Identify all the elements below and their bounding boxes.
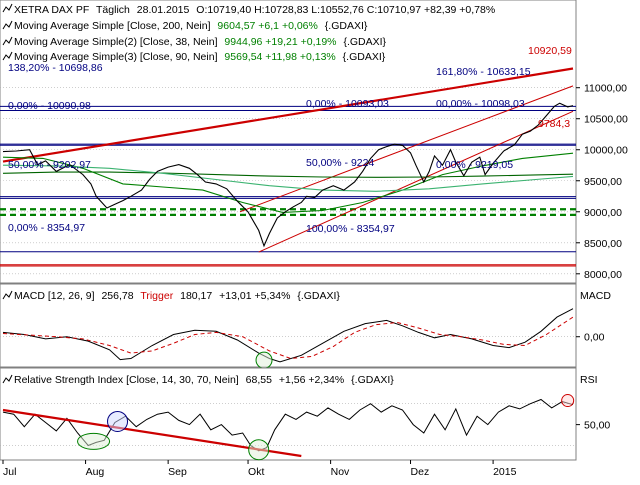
macd-suffix: {.GDAXI} <box>297 290 340 302</box>
rsi-title: Relative Strength Index [Close, 14, 30, … <box>14 374 239 386</box>
x-axis: Jul Aug Sep Okt Nov Dez 2015 <box>2 460 517 478</box>
rsi-header: Relative Strength Index [Close, 14, 30, … <box>2 374 598 386</box>
header-interval: Täglich <box>96 4 130 16</box>
fib-annotation: 0,00% - 10090,98 <box>8 100 91 112</box>
rsi-yaxis: 50,00 <box>576 420 610 432</box>
price-levels <box>0 67 576 267</box>
macd-change: +13,01 +5,34% <box>219 290 290 302</box>
x-tick-label: Dez <box>411 466 430 478</box>
svg-text:MACD [12, 26, 9] 256,7: MACD [12, 26, 9] 256,78 Trigger 180,17 +… <box>14 290 340 302</box>
macd-axis-label: MACD <box>580 290 611 302</box>
rsi-highlight-circle <box>107 410 129 432</box>
price-panel: 138,20% - 10698,86 161,80% - 10633,15 1092… <box>0 0 628 284</box>
rsi-suffix: {.GDAXI} <box>351 374 394 386</box>
macd-tick-label: 0,00 <box>584 332 605 344</box>
trend-glyph-icon <box>2 3 13 13</box>
fib-annotation: 0,00% - 10093,03 <box>306 98 389 110</box>
x-tick-label: 2015 <box>493 466 517 478</box>
price-line <box>2 102 574 248</box>
macd-title: MACD [12, 26, 9] <box>14 290 95 302</box>
macd-line <box>2 308 574 363</box>
channel-line <box>258 110 574 253</box>
x-tick-label: Aug <box>86 466 105 478</box>
trendline <box>2 67 574 163</box>
rsi-highlight-circle <box>561 394 575 408</box>
fib-annotation: 50,00% - 9202,97 <box>8 159 91 171</box>
ma38-line <box>2 152 574 213</box>
svg-text:Relative Strength Index [Close: Relative Strength Index [Close, 14, 30, … <box>14 374 394 386</box>
svg-text:Moving Average Simple(3) [Clos: Moving Average Simple(3) [Close, 90, Nei… <box>14 51 386 63</box>
macd-highlight-circle <box>255 351 273 369</box>
header-symbol: XETRA DAX PF <box>14 4 89 16</box>
legend-ma90-suffix: {.GDAXI} <box>343 51 386 63</box>
price-annotations: 138,20% - 10698,86 161,80% - 10633,15 1092… <box>8 45 572 235</box>
macd-trigger-line <box>2 316 574 360</box>
legend-ma38-label: Moving Average Simple(2) [Close, 38, Nei… <box>14 36 218 48</box>
x-tick-label: Okt <box>248 466 264 478</box>
rsi-highlight-circle <box>248 439 270 461</box>
fib-annotation: 10920,59 <box>528 45 572 57</box>
fib-annotation: 00,00% - 10098,03 <box>436 98 525 110</box>
rsi-axis-label: RSI <box>580 374 598 386</box>
price-tick-label: 9500,00 <box>584 176 622 188</box>
x-tick-label: Sep <box>168 466 187 478</box>
fib-annotation: 0,00% - 9219,05 <box>436 159 513 171</box>
x-tick-label: Nov <box>331 466 350 478</box>
macd-header: MACD [12, 26, 9] 256,78 Trigger 180,17 +… <box>2 290 611 302</box>
x-tick-label: Jul <box>3 466 16 478</box>
macd-panel: 0,00 <box>0 283 605 369</box>
fib-annotation: 138,20% - 10698,86 <box>8 62 103 74</box>
trend-glyph-icon <box>2 290 13 300</box>
rsi-tick-label: 50,00 <box>584 420 610 432</box>
header-date: 28.01.2015 <box>137 4 190 16</box>
price-series <box>2 102 574 248</box>
ma200-line <box>2 171 574 178</box>
price-tick-label: 10000,00 <box>584 145 628 157</box>
macd-yaxis: 0,00 <box>576 332 605 344</box>
legend-ma90-label: Moving Average Simple(3) [Close, 90, Nei… <box>14 51 218 63</box>
macd-trigger-value: 180,17 <box>180 290 212 302</box>
macd-series <box>2 308 574 369</box>
fib-annotation: 100,00% - 8354,97 <box>306 223 395 235</box>
legend-ma38-value: 9944,96 +19,21 +0,19% <box>224 36 336 48</box>
svg-text:XETRA DAX PF Täglich: XETRA DAX PF Täglich 28.01.2015 O:10719,… <box>14 4 495 16</box>
header-ohlc: O:10719,40 H:10728,83 L:10552,76 C:10710… <box>196 4 495 16</box>
legend-ma200-label: Moving Average Simple [Close, 200, Nein] <box>14 20 211 32</box>
svg-text:Moving Average Simple [Close,: Moving Average Simple [Close, 200, Nein]… <box>14 20 368 32</box>
trend-glyph-icon <box>2 374 13 384</box>
price-tick-label: 11000,00 <box>584 83 627 95</box>
price-tick-label: 8000,00 <box>584 269 622 281</box>
rsi-change: +1,56 +2,34% <box>279 374 344 386</box>
trend-glyph-icon <box>2 36 13 46</box>
legend-ma200-value: 9604,57 +6,1 +0,06% <box>217 20 317 32</box>
fib-annotation: 161,80% - 10633,15 <box>436 66 531 78</box>
legend-ma38-suffix: {.GDAXI} <box>343 36 386 48</box>
ma90-line <box>2 164 574 192</box>
rsi-value: 68,55 <box>246 374 272 386</box>
fib-annotation: 9784,3 <box>538 118 570 130</box>
rsi-panel: 50,00 <box>0 367 610 461</box>
macd-trigger-label: Trigger <box>140 290 173 302</box>
price-legend: Moving Average Simple [Close, 200, Nein]… <box>2 20 387 63</box>
price-yaxis: 11000,00 10500,00 10000,00 9500,00 9000,00 85… <box>576 83 628 281</box>
trend-glyph-icon <box>2 51 13 61</box>
legend-ma90-value: 9569,54 +11,98 +0,13% <box>224 51 335 63</box>
macd-value: 256,78 <box>101 290 133 302</box>
legend-ma200-suffix: {.GDAXI} <box>325 20 368 32</box>
price-grid <box>0 87 576 275</box>
price-tick-label: 8500,00 <box>584 238 622 250</box>
fib-annotation: 50,00% - 9224 <box>306 157 374 169</box>
price-header: XETRA DAX PF Täglich 28.01.2015 O:10719,… <box>2 3 495 16</box>
price-tick-label: 9000,00 <box>584 207 622 219</box>
svg-text:Moving Average Simple(2) [Clos: Moving Average Simple(2) [Close, 38, Nei… <box>14 36 387 48</box>
rsi-highlight-ellipse <box>77 432 111 450</box>
price-tick-label: 10500,00 <box>584 114 628 126</box>
rsi-series <box>2 394 575 461</box>
trend-glyph-icon <box>2 20 13 30</box>
fib-annotation: 0,00% - 8354,97 <box>8 222 85 234</box>
